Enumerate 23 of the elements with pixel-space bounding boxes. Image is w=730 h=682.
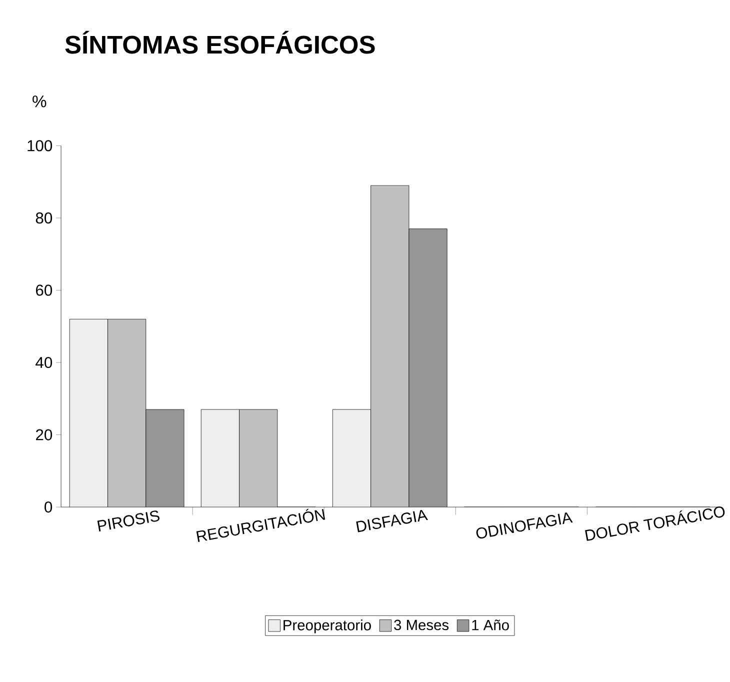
y-tick-label: 20 [36,429,52,440]
y-tick-label: 100 [28,140,52,152]
x-tick-label: DOLOR TORÁCICO [585,506,725,541]
chart-title: SÍNTOMAS ESOFÁGICOS [65,30,375,54]
bar [370,185,409,507]
x-tick-label: ODINOFAGIA [476,512,573,538]
y-tick-label: 80 [36,212,52,224]
y-tick-label: 60 [36,284,52,296]
x-tick-label: PIROSIS [97,510,160,532]
bar [201,409,240,507]
bar [108,319,146,507]
x-tick-label: DISFAGIA [356,510,428,532]
y-tick-label: 40 [36,356,52,368]
bar [332,409,371,507]
legend-label: Preoperatorio [284,619,371,634]
bar [146,409,184,507]
legend-label: 1 Año [472,619,509,630]
legend-label: 3 Meses [394,620,449,630]
bar [408,228,448,507]
y-tick-label: 0 [44,501,52,512]
bar [70,319,108,507]
bar [239,409,278,507]
y-axis-title: % [32,95,46,108]
